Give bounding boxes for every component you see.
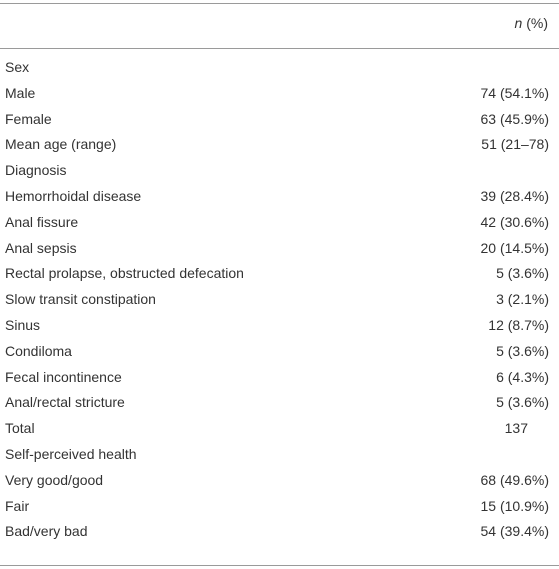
table-bottom-rule: [0, 565, 559, 566]
table-row: Slow transit constipation 3 (2.1%): [0, 287, 559, 313]
table-row: Bad/very bad 54 (39.4%): [0, 519, 559, 545]
row-value: 6 (4.3%): [496, 368, 549, 385]
row-value: 5 (3.6%): [496, 394, 549, 411]
row-value: 137: [504, 420, 528, 437]
row-label: Self-perceived health: [5, 445, 137, 462]
table-row: Male 74 (54.1%): [0, 81, 559, 107]
table-row: Female 63 (45.9%): [0, 107, 559, 133]
row-value: 42 (30.6%): [480, 213, 549, 230]
table-row: Sinus 12 (8.7%): [0, 313, 559, 339]
row-value: 63 (45.9%): [480, 110, 549, 127]
table-row: Rectal prolapse, obstructed defecation 5 …: [0, 261, 559, 287]
row-value: 20 (14.5%): [480, 239, 549, 256]
table-row: Anal/rectal stricture 5 (3.6%): [0, 390, 559, 416]
table-row: Diagnosis: [0, 158, 559, 184]
row-label: Anal fissure: [5, 213, 79, 230]
row-label: Condiloma: [5, 342, 72, 359]
row-value: 74 (54.1%): [480, 84, 549, 101]
table-row-total: Total 137: [0, 416, 559, 442]
row-label: Slow transit constipation: [5, 291, 156, 308]
row-label: Sex: [5, 59, 30, 75]
row-label: Very good/good: [5, 471, 104, 488]
row-value: 51 (21–78): [481, 136, 549, 153]
row-label: Diagnosis: [5, 162, 67, 179]
table-row: Fair 15 (10.9%): [0, 494, 559, 520]
row-label: Rectal prolapse, obstructed defecation: [5, 265, 244, 282]
row-label: Male: [5, 84, 36, 101]
row-value: 54 (39.4%): [480, 523, 549, 540]
row-value: 39 (28.4%): [480, 187, 549, 204]
row-label: Anal/rectal stricture: [5, 394, 125, 411]
row-label: Female: [5, 110, 52, 127]
row-value: 68 (49.6%): [480, 471, 549, 488]
table-row: Hemorrhoidal disease 39 (28.4%): [0, 184, 559, 210]
table-row: Very good/good 68 (49.6%): [0, 468, 559, 494]
row-label: Hemorrhoidal disease: [5, 187, 142, 204]
table-row: Condiloma 5 (3.6%): [0, 339, 559, 365]
table-row: Sex: [0, 55, 559, 81]
row-value: 15 (10.9%): [480, 497, 549, 514]
row-value: 5 (3.6%): [496, 342, 549, 359]
row-label: Fecal incontinence: [5, 368, 122, 385]
row-label: Bad/very bad: [5, 523, 88, 540]
table-row: Mean age (range) 51 (21–78): [0, 132, 559, 158]
column-header-percent: (%): [522, 15, 548, 31]
header-rule: [0, 48, 559, 49]
row-value: 3 (2.1%): [496, 291, 549, 308]
row-label: Anal sepsis: [5, 239, 77, 256]
column-header-n-percent: n (%): [515, 13, 548, 33]
row-label: Total: [5, 420, 35, 437]
table-row: Anal fissure 42 (30.6%): [0, 210, 559, 236]
row-label: Sinus: [5, 316, 41, 333]
table-top-rule: [0, 3, 559, 4]
table-row: Fecal incontinence 6 (4.3%): [0, 365, 559, 391]
table-row: Anal sepsis 20 (14.5%): [0, 236, 559, 262]
row-label: Fair: [5, 497, 30, 514]
table-row: Self-perceived health: [0, 442, 559, 468]
row-value: 5 (3.6%): [496, 265, 549, 282]
column-header-n: n: [514, 15, 523, 31]
row-label: Mean age (range): [5, 136, 117, 153]
row-value: 12 (8.7%): [488, 316, 549, 333]
table-body: Sex Male 74 (54.1%) Female 63 (45.9%) Mean…: [0, 55, 559, 545]
